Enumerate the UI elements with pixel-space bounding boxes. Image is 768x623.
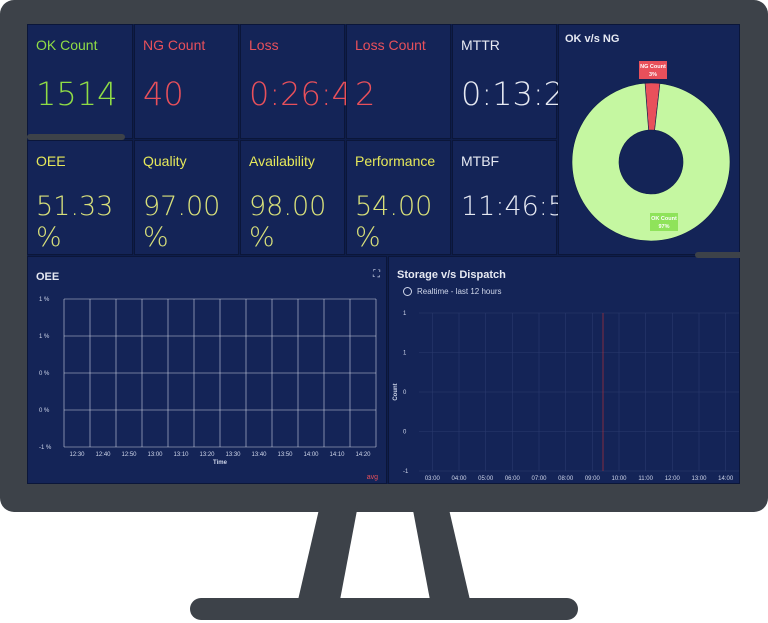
x-tick-label: 13:50 [277,452,293,458]
x-tick-label: 08:00 [558,476,574,482]
x-tick-label: 14:00 [718,476,734,482]
x-tick-label: 14:20 [355,452,371,458]
monitor-base [190,598,578,620]
ok-label-box [650,213,678,231]
panel-title: OEE [36,271,60,283]
tile-title: NG Count [143,37,206,53]
panel-subtitle: Realtime - last 12 hours [417,287,502,296]
x-tick-label: 14:00 [303,452,319,458]
slider-handle-right[interactable] [695,252,740,258]
y-axis-label: Count [393,383,399,400]
y-tick-label: 0 % [39,371,50,377]
tile-title: OK Count [36,37,98,53]
tile-quality[interactable]: Quality 97.00 % [134,140,239,255]
y-tick-label: 0 [403,390,407,396]
x-tick-label: 07:00 [531,476,547,482]
y-tick-label: -1 [403,469,409,475]
tile-value: 0:26:4 [249,75,352,113]
panel-title: Storage v/s Dispatch [397,269,506,281]
tile-availability[interactable]: Availability 98.00 % [240,140,345,255]
oee-line-chart: 1 % 1 % 0 % 0 % -1 % 12:30 12:40 12:50 13:00 13:1… [39,297,377,466]
donut-chart[interactable]: NG Count 3% OK Count 97% [559,25,740,256]
clock-icon [403,287,412,296]
storage-dispatch-chart: 1 1 0 0 -1 03:00 04:00 05:00 06:00 07:00 08:00 09:0… [393,311,739,482]
tile-value: 2 [355,75,376,113]
x-tick-label: 04:00 [451,476,467,482]
tile-value: 97.00 % [143,191,221,253]
tile-title: Availability [249,153,315,169]
tile-title: Quality [143,153,187,169]
x-tick-label: 10:00 [611,476,627,482]
tile-value: 98.00 % [249,191,327,253]
tile-title: MTTR [461,37,500,53]
x-tick-label: 13:20 [199,452,215,458]
x-tick-label: 09:00 [585,476,601,482]
ng-label: NG Count [640,64,666,70]
y-tick-label: 1 % [39,297,50,303]
tile-title: OEE [36,153,66,169]
ng-label-box [639,61,667,79]
x-tick-label: 12:50 [121,452,137,458]
y-tick-label: 0 [403,430,407,436]
x-axis-label: Time [213,460,228,466]
oee-chart-panel[interactable]: OEE ⛶ 1 % 1 % 0 % 0 % -1 % 12:30 12:40 12:50 13:… [27,256,387,484]
tile-title: MTBF [461,153,500,169]
y-tick-label: -1 % [39,445,52,451]
x-tick-label: 12:40 [95,452,111,458]
ok-label: OK Count [651,216,677,222]
y-tick-label: 1 [403,351,407,357]
x-tick-label: 14:10 [329,452,345,458]
x-tick-label: 13:00 [147,452,163,458]
tile-ng-count[interactable]: NG Count 40 [134,24,239,139]
tile-oee[interactable]: OEE 51.33 % [27,140,133,255]
tile-mtbf[interactable]: MTBF 11:46:58 [452,140,582,255]
y-tick-label: 1 [403,311,407,317]
x-tick-label: 13:30 [225,452,241,458]
tile-value: 51.33 % [36,191,114,253]
ok-pct: 97% [658,224,669,230]
panel-title: OK v/s NG [565,33,620,45]
ng-pct: 3% [649,72,657,78]
x-tick-label: 13:10 [173,452,189,458]
x-tick-label: 06:00 [505,476,521,482]
dashboard-screen: OK Count 1514 NG Count 40 Loss 0:26:4 Lo… [27,24,740,484]
slider-handle-left[interactable] [27,134,125,140]
monitor-stand [298,505,470,600]
x-tick-label: 12:00 [665,476,681,482]
tile-performance[interactable]: Performance 54.00 % [346,140,451,255]
expand-icon[interactable]: ⛶ [373,269,380,280]
tile-loss[interactable]: Loss 0:26:4 [240,24,352,139]
tile-mttr[interactable]: MTTR 0:13:2 [452,24,564,139]
x-tick-label: 03:00 [425,476,441,482]
tile-title: Loss [249,37,279,53]
ok-ng-donut-panel[interactable]: OK v/s NG NG Count 3% OK Count 97% [558,24,740,255]
legend-avg[interactable]: avg [366,474,378,481]
x-tick-label: 12:30 [69,452,85,458]
y-tick-label: 1 % [39,334,50,340]
x-tick-label: 13:40 [251,452,267,458]
tile-value: 0:13:2 [461,75,564,113]
donut-slice-ok[interactable] [571,82,731,242]
x-tick-label: 11:00 [638,476,653,482]
tile-value: 1514 [36,75,118,113]
tile-ok-count[interactable]: OK Count 1514 [27,24,133,139]
tile-title: Performance [355,153,436,169]
tile-value: 40 [143,75,184,113]
tile-value: 54.00 % [355,191,433,253]
tile-loss-count[interactable]: Loss Count 2 [346,24,451,139]
storage-dispatch-panel[interactable]: Storage v/s Dispatch Realtime - last 12 … [388,256,740,484]
y-tick-label: 0 % [39,408,50,414]
tile-title: Loss Count [355,37,426,53]
x-tick-label: 13:00 [691,476,707,482]
x-tick-label: 05:00 [478,476,494,482]
